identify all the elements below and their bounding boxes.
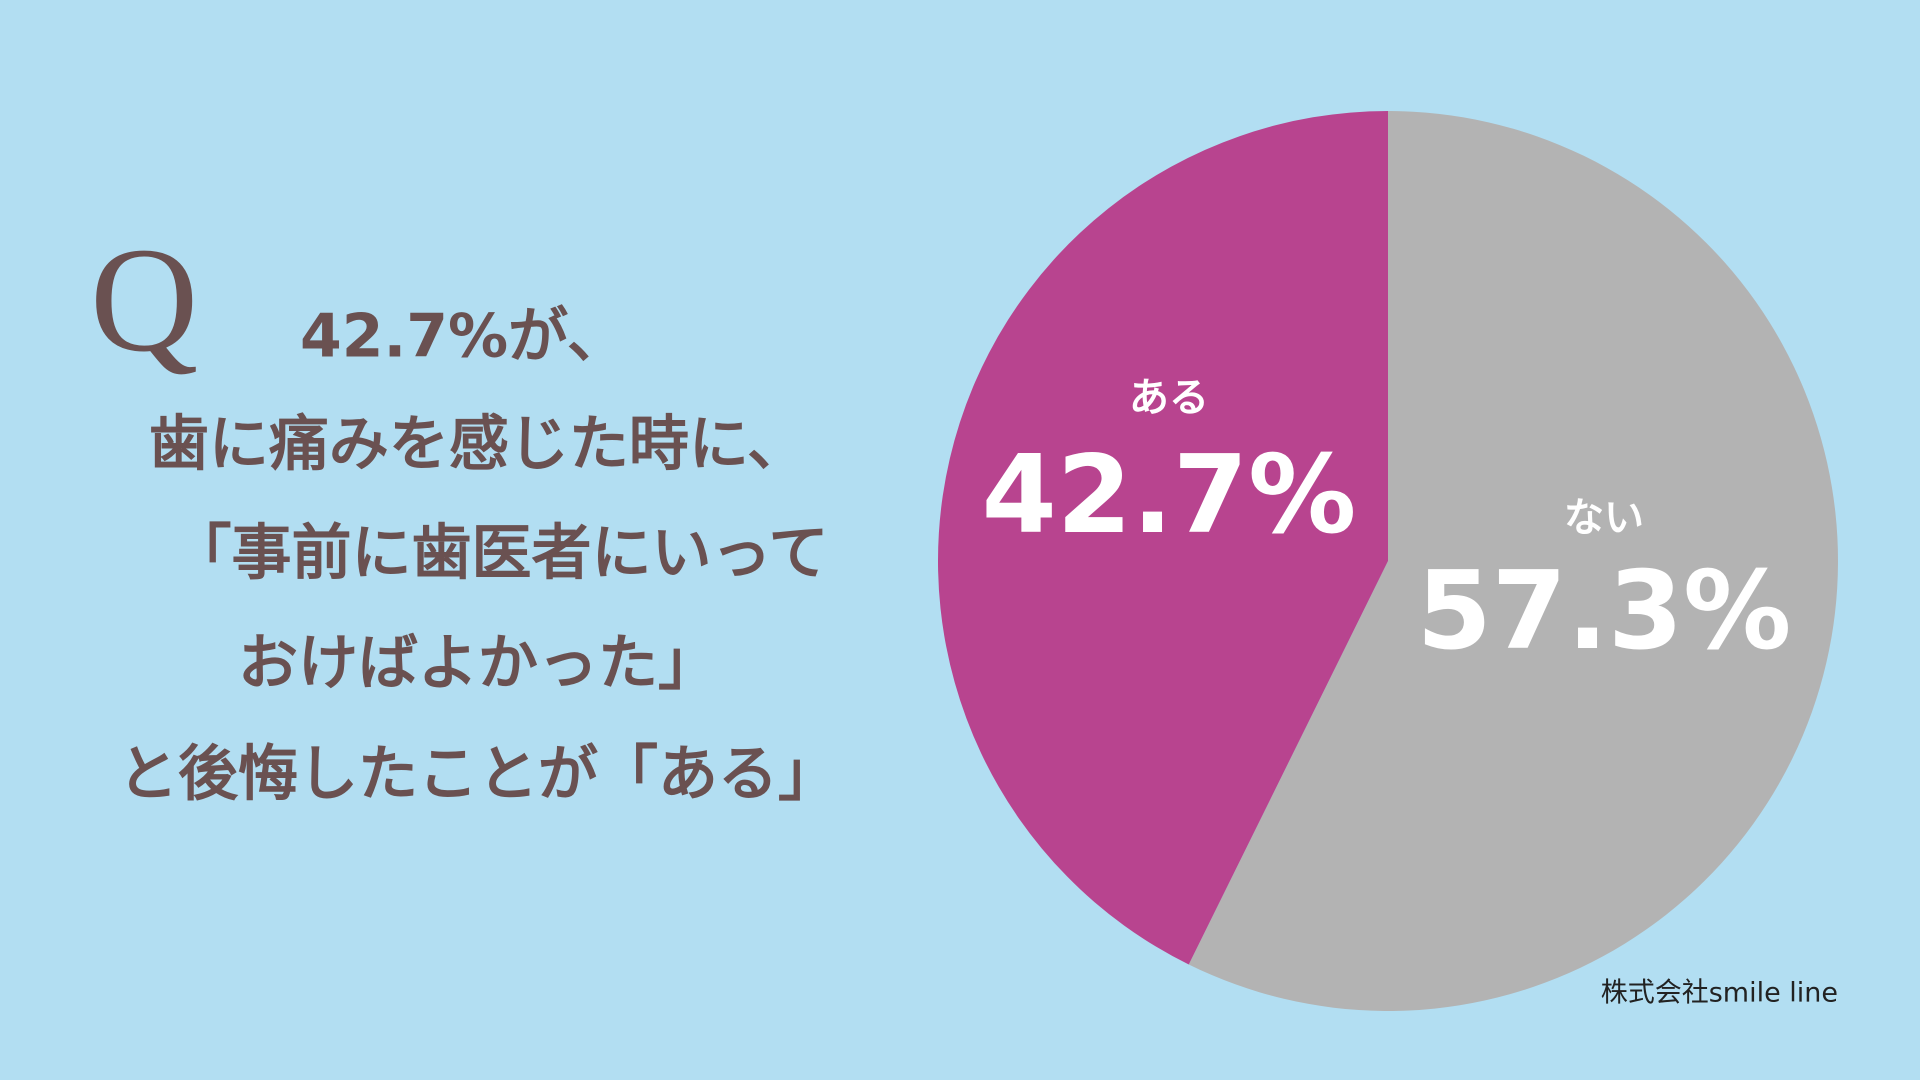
- source: 株式会社smile line: [1601, 978, 1838, 1009]
- slice-category-label: ない: [1564, 495, 1644, 541]
- pie-slice: [937, 111, 1388, 965]
- pie: ない 57.3% ある 42.7%: [937, 111, 1838, 1011]
- headline-line: 42.7%が、: [300, 302, 627, 372]
- headline-line: と後悔したことが「ある」: [118, 740, 838, 810]
- q-mark: Q: [90, 217, 198, 383]
- slice-value-label: 42.7%: [982, 433, 1357, 558]
- headline-line: 歯に痛みを感じた時に、: [149, 410, 807, 480]
- slice-value-label: 57.3%: [1417, 549, 1792, 674]
- headline-line: おけばよかった」: [238, 629, 718, 699]
- headline-line: 「事前に歯医者にいって: [172, 519, 829, 589]
- pie-slice: [1188, 111, 1838, 1011]
- slice-category-label: ある: [1129, 375, 1209, 421]
